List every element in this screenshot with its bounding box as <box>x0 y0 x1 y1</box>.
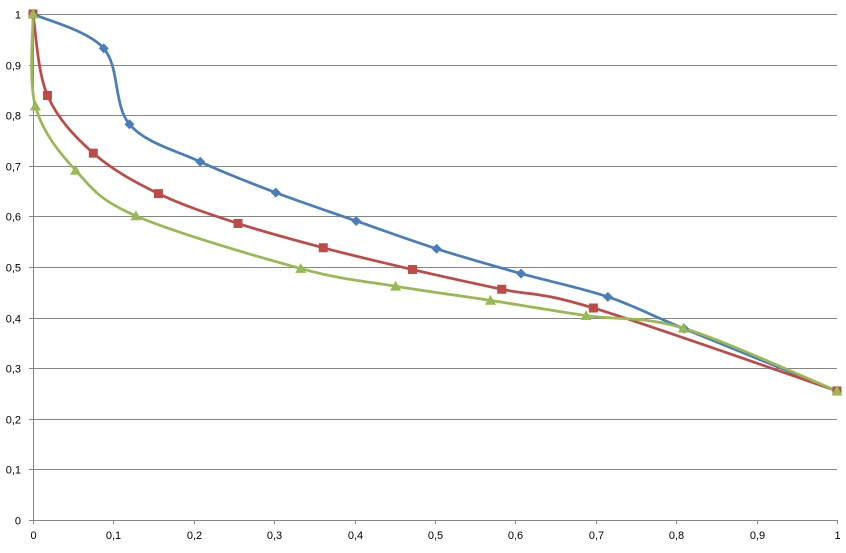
x-tick-label: 0,8 <box>669 530 684 542</box>
series-2-point <box>677 322 689 333</box>
series-2-point <box>831 385 843 396</box>
series-1-point <box>497 284 507 294</box>
series-1-point <box>153 189 163 199</box>
series-2-point <box>27 8 39 19</box>
series-2 <box>30 12 839 393</box>
series-2-point <box>580 310 592 320</box>
series-1-point <box>233 218 243 228</box>
series-2-point <box>484 294 496 305</box>
y-tick-label: 0,3 <box>6 364 21 376</box>
series-1-markers <box>28 9 842 396</box>
series-0-point <box>270 187 281 198</box>
series-0-markers <box>28 9 842 396</box>
y-tick-label: 0,4 <box>6 314 21 326</box>
y-tick-label: 0 <box>15 516 21 528</box>
x-tick-label: 0,7 <box>589 530 604 542</box>
series-1-point <box>318 243 328 253</box>
series-0-point <box>124 119 135 130</box>
series-0-point <box>431 243 442 254</box>
x-tick-label: 0 <box>30 530 36 542</box>
series-0-point <box>351 215 362 226</box>
series-1-point <box>88 148 98 158</box>
gridlines <box>33 14 837 470</box>
x-tick-label: 0,9 <box>750 530 765 542</box>
x-tick-label: 0,6 <box>508 530 523 542</box>
series-1-point <box>407 265 417 275</box>
y-tick-label: 0,6 <box>6 212 21 224</box>
x-tick-label: 0,3 <box>267 530 282 542</box>
series-1-point <box>42 90 52 100</box>
series-2-markers <box>27 8 843 396</box>
series-2-point <box>29 100 41 111</box>
series-1 <box>31 12 839 393</box>
series-0-line <box>31 12 839 393</box>
x-axis-ticks: 0 0,1 0,2 0,3 0,4 0,5 0,6 0,7 0,8 0,9 1 <box>30 530 840 542</box>
x-tick-label: 0,4 <box>348 530 363 542</box>
series-2-point <box>295 263 307 273</box>
y-tick-label: 0,2 <box>6 415 21 427</box>
y-axis-ticks: 0 0,1 0,2 0,3 0,4 0,5 0,6 0,7 0,8 0,9 1 <box>6 10 21 528</box>
series-2-point <box>70 164 82 175</box>
y-tick-label: 0,1 <box>6 465 21 477</box>
series-0-point <box>516 268 527 279</box>
series-layer <box>27 8 843 396</box>
x-tick-label: 0,5 <box>428 530 443 542</box>
series-1-point <box>588 303 598 313</box>
y-tick-label: 0,9 <box>6 61 21 73</box>
series-1-line <box>31 12 839 393</box>
x-tick-label: 0,1 <box>106 530 121 542</box>
y-tick-label: 1 <box>15 10 21 22</box>
series-2-point <box>130 210 142 221</box>
series-0-point <box>195 156 206 167</box>
series-2-line <box>30 12 839 393</box>
series-2-point <box>390 280 402 291</box>
y-tick-label: 0,7 <box>6 162 21 174</box>
y-tick-label: 0,5 <box>6 263 21 275</box>
y-tick-label: 0,8 <box>6 111 21 123</box>
x-tick-label: 0,2 <box>187 530 202 542</box>
series-0-point <box>602 291 613 302</box>
series-0 <box>31 12 839 393</box>
axes <box>29 14 838 524</box>
x-tick-label: 1 <box>834 530 840 542</box>
series-0-point <box>98 43 109 54</box>
